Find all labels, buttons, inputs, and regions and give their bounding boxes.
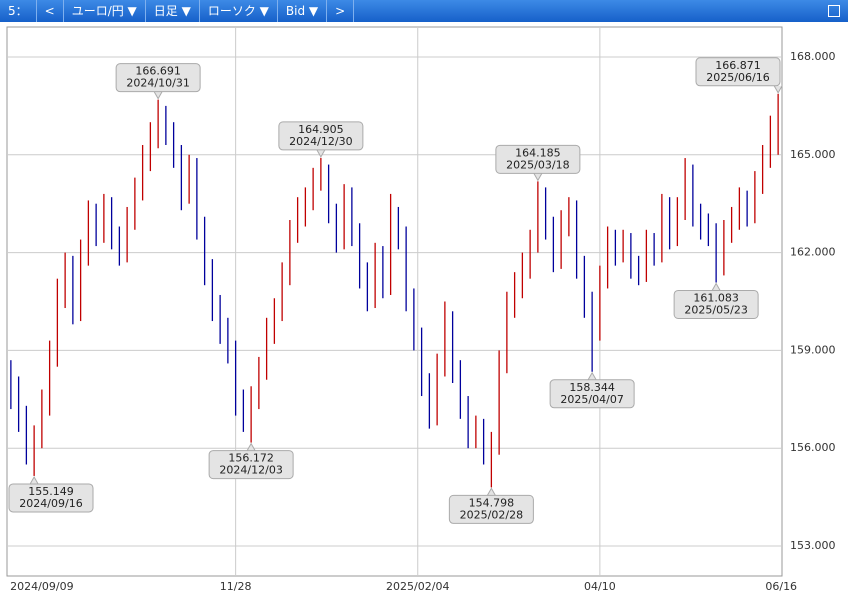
callout-value: 166.691 — [135, 65, 181, 78]
callout-value: 164.905 — [298, 123, 344, 136]
y-tick-label: 159.000 — [790, 343, 836, 356]
x-tick-label: 11/28 — [220, 580, 252, 593]
window-button[interactable] — [828, 5, 840, 17]
callout-box — [8, 483, 94, 513]
toolbar: 5： < ユーロ/円 ▼ 日足 ▼ ローソク ▼ Bid ▼ > — [0, 0, 848, 22]
toolbar-item[interactable]: 日足 ▼ — [146, 0, 200, 22]
callout-value: 158.344 — [569, 381, 615, 394]
x-tick-label: 04/10 — [584, 580, 616, 593]
callout-date: 2024/12/30 — [289, 135, 352, 148]
callout-pointer — [153, 91, 163, 100]
chart: 153.000 156.000 159.000 162.000 165.000 168.0… — [6, 26, 836, 593]
callout-box — [448, 494, 534, 524]
toolbar-item[interactable]: Bid ▼ — [278, 0, 328, 22]
callout-value: 154.798 — [469, 496, 515, 509]
y-tick-label: 156.000 — [790, 441, 836, 454]
callout-box — [549, 379, 635, 409]
callout-pointer — [316, 149, 326, 158]
plot-frame — [6, 26, 783, 577]
callout-pointer — [533, 173, 543, 182]
callout-value: 164.185 — [515, 146, 561, 159]
callout-box — [115, 63, 201, 93]
toolbar-item[interactable]: < — [37, 0, 64, 22]
callout-date: 2025/05/23 — [684, 303, 747, 316]
callout-box — [673, 289, 759, 319]
callout-date: 2024/12/03 — [219, 464, 282, 477]
y-tick-label: 165.000 — [790, 148, 836, 161]
callout-box — [278, 121, 364, 151]
callout-value: 166.871 — [715, 59, 761, 72]
callout-date: 2024/10/31 — [126, 77, 189, 90]
callout-pointer — [29, 475, 39, 485]
toolbar-item[interactable]: > — [327, 0, 355, 22]
toolbar-item[interactable]: ローソク ▼ — [200, 0, 278, 22]
y-tick-label: 153.000 — [790, 539, 836, 552]
callout-value: 155.149 — [28, 485, 74, 498]
x-tick-label: 06/16 — [765, 580, 797, 593]
callout-pointer — [711, 282, 721, 291]
callout-box — [495, 144, 581, 174]
callout-pointer — [486, 487, 496, 496]
callout-box — [208, 450, 294, 480]
callout-date: 2025/02/28 — [460, 508, 523, 521]
callout-pointer — [773, 85, 783, 94]
y-tick-label: 168.000 — [790, 50, 836, 63]
callout-value: 156.172 — [228, 452, 274, 465]
callout-pointer — [246, 442, 256, 451]
y-tick-label: 162.000 — [790, 246, 836, 259]
callout-box — [695, 57, 781, 87]
callout-value: 161.083 — [693, 291, 739, 304]
callout-date: 2025/04/07 — [560, 393, 623, 406]
callout-date: 2025/03/18 — [506, 158, 569, 171]
x-tick-label: 2025/02/04 — [386, 580, 449, 593]
toolbar-item[interactable]: ユーロ/円 ▼ — [64, 0, 146, 22]
callout-date: 2024/09/16 — [19, 497, 82, 510]
toolbar-item[interactable]: 5： — [0, 0, 37, 22]
callout-pointer — [587, 371, 597, 381]
callout-date: 2025/06/16 — [706, 71, 769, 84]
x-tick-label: 2024/09/09 — [10, 580, 73, 593]
